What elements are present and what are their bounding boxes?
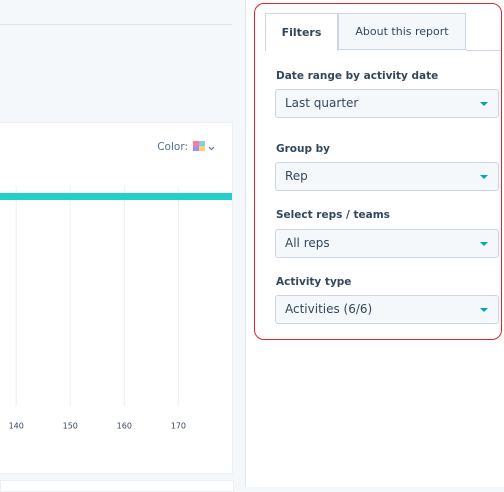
field-label: Select reps / teams	[276, 209, 390, 221]
chart: Color: 140150160170158	[0, 141, 232, 431]
highlight	[254, 3, 502, 340]
dropdown[interactable]: All reps	[275, 229, 499, 258]
dropdown[interactable]: Activities (6/6)	[275, 295, 499, 324]
x-tick-label: 170	[171, 422, 186, 431]
color-icon	[193, 146, 199, 151]
field-label: Date range by activity date	[276, 70, 439, 82]
color-icon	[199, 141, 205, 146]
field-label: Group by	[276, 143, 331, 155]
color-icon[interactable]	[193, 141, 199, 146]
dropdown[interactable]: Rep	[275, 162, 499, 191]
tab[interactable]: Filters	[265, 13, 338, 51]
dropdown-value: Rep	[285, 169, 308, 183]
color-icon	[199, 146, 205, 151]
bar-segment	[0, 193, 232, 200]
caret	[208, 146, 215, 151]
x-tick-label: 140	[9, 422, 24, 431]
x-tick-label: 160	[117, 422, 132, 431]
dropdown-value: Last quarter	[285, 96, 359, 110]
chart-card: Color: 140150160170158	[0, 122, 233, 474]
tab[interactable]: About this report	[338, 13, 466, 50]
tab-line	[466, 50, 502, 51]
field-label: Activity type	[276, 276, 352, 288]
divider	[0, 24, 232, 25]
dropdown-value: All reps	[285, 236, 330, 250]
card	[0, 480, 234, 492]
x-tick-label: 150	[63, 422, 78, 431]
dropdown[interactable]: Last quarter	[275, 89, 499, 118]
dropdown-value: Activities (6/6)	[285, 302, 373, 316]
color-label: Color:	[157, 141, 188, 153]
